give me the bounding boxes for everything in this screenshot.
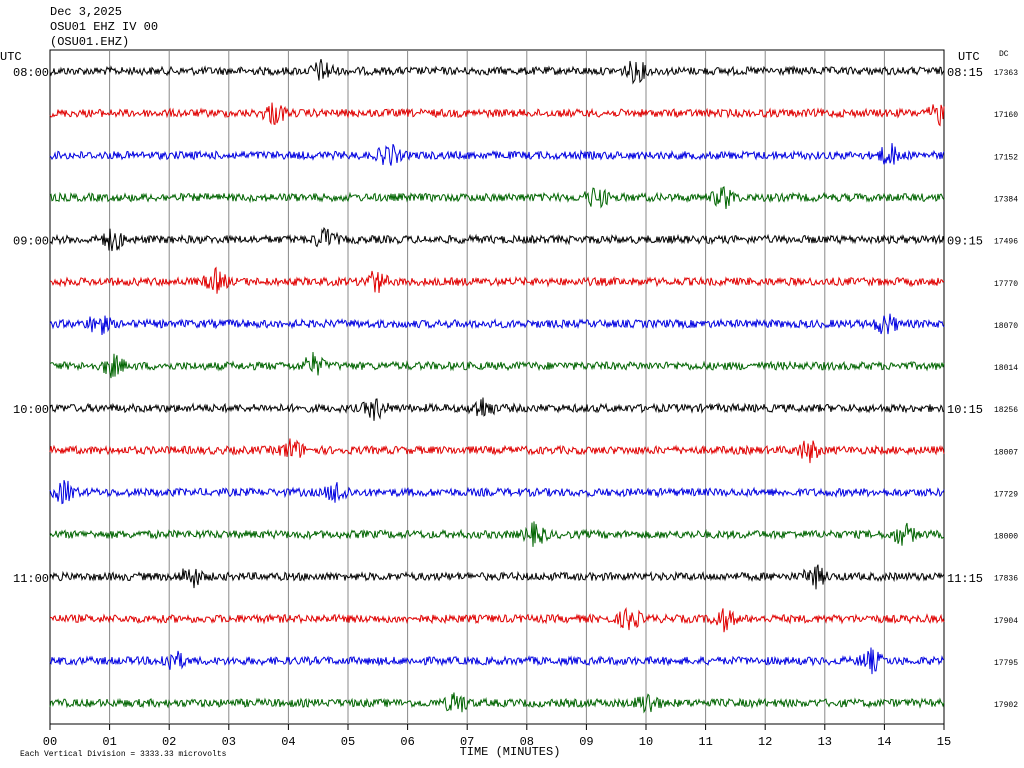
dc-value: 17770 xyxy=(994,280,1018,289)
x-tick-label: 04 xyxy=(281,735,295,749)
date: Dec 3,2025 xyxy=(50,5,122,19)
x-tick-label: 15 xyxy=(937,735,951,749)
dc-value: 17160 xyxy=(994,111,1018,120)
right-axis-label: UTC xyxy=(958,50,980,64)
x-tick-label: 03 xyxy=(222,735,236,749)
x-tick-label: 12 xyxy=(758,735,772,749)
waveform xyxy=(49,692,945,714)
waveform xyxy=(49,143,945,166)
waveform xyxy=(49,58,945,85)
right-time: 08:15 xyxy=(947,66,983,80)
dc-value: 18014 xyxy=(994,364,1018,373)
waveform xyxy=(49,102,945,127)
x-tick-label: 07 xyxy=(460,735,474,749)
channel: (OSU01.EHZ) xyxy=(50,35,129,49)
x-tick-label: 08 xyxy=(520,735,534,749)
footer: Each Vertical Division = 3333.33 microvo… xyxy=(20,750,227,759)
right-time: 10:15 xyxy=(947,403,983,417)
dc-value: 17363 xyxy=(994,69,1018,78)
x-tick-label: 06 xyxy=(400,735,414,749)
waveform xyxy=(49,479,945,505)
x-tick-label: 14 xyxy=(877,735,891,749)
dc-value: 17836 xyxy=(994,575,1018,584)
dc-value: 17729 xyxy=(994,490,1018,499)
x-tick-label: 11 xyxy=(698,735,712,749)
waveform xyxy=(49,564,945,590)
waveform xyxy=(49,607,945,633)
right-time: 09:15 xyxy=(947,235,983,249)
right-time: 11:15 xyxy=(947,572,983,586)
x-axis-label: TIME (MINUTES) xyxy=(460,745,561,759)
left-time: 10:00 xyxy=(13,403,49,417)
x-tick-label: 02 xyxy=(162,735,176,749)
waveform xyxy=(49,397,945,421)
waveform xyxy=(49,351,945,379)
waveform xyxy=(49,647,945,675)
plot-frame xyxy=(49,49,945,725)
x-tick-label: 09 xyxy=(579,735,593,749)
waveform xyxy=(49,186,945,209)
x-tick-label: 00 xyxy=(43,735,57,749)
dc-label: DC xyxy=(999,50,1009,59)
dc-value: 17496 xyxy=(994,238,1018,247)
x-tick-label: 05 xyxy=(341,735,355,749)
dc-value: 18000 xyxy=(994,533,1018,542)
x-tick-label: 10 xyxy=(639,735,653,749)
left-axis-label: UTC xyxy=(0,50,22,64)
x-tick-label: 01 xyxy=(102,735,116,749)
waveform xyxy=(49,521,945,547)
waveform xyxy=(49,266,945,294)
waveform xyxy=(49,313,945,336)
dc-value: 18007 xyxy=(994,448,1018,457)
left-time: 09:00 xyxy=(13,235,49,249)
left-time: 11:00 xyxy=(13,572,49,586)
dc-value: 18070 xyxy=(994,322,1018,331)
dc-value: 17384 xyxy=(994,196,1018,205)
dc-value: 17904 xyxy=(994,617,1018,626)
waveform xyxy=(49,438,945,464)
left-time: 08:00 xyxy=(13,66,49,80)
x-tick-label: 13 xyxy=(818,735,832,749)
dc-value: 17902 xyxy=(994,701,1018,710)
waveform xyxy=(49,226,945,252)
station: OSU01 EHZ IV 00 xyxy=(50,20,158,34)
dc-value: 17795 xyxy=(994,659,1018,668)
dc-value: 18256 xyxy=(994,406,1018,415)
dc-value: 17152 xyxy=(994,153,1018,162)
